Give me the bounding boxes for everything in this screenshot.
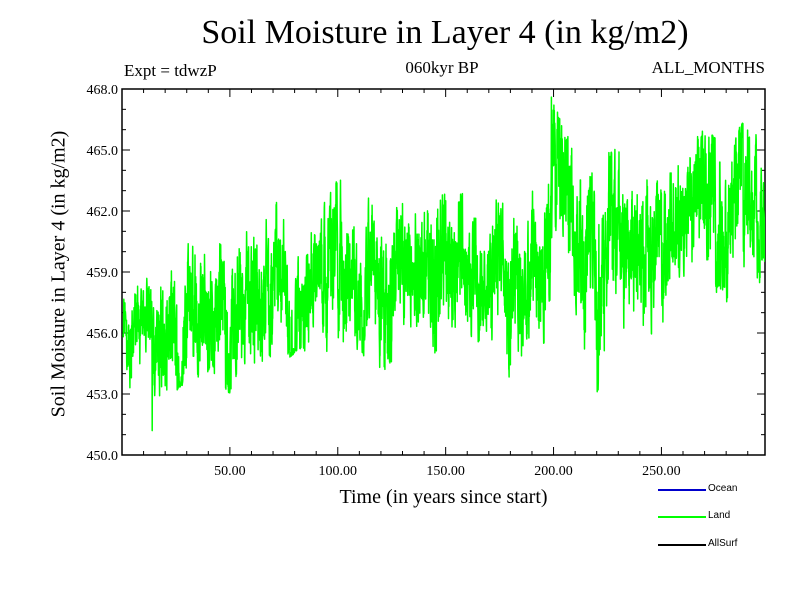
series-line-land	[122, 96, 765, 432]
y-tick-label: 462.0	[87, 205, 119, 220]
y-tick-label: 468.0	[87, 83, 119, 98]
x-axis-label: Time (in years since start)	[339, 486, 548, 508]
y-tick-label: 450.0	[87, 449, 119, 464]
x-tick-label: 50.00	[214, 464, 246, 479]
chart-title: Soil Moisture in Layer 4 (in kg/m2)	[201, 14, 689, 51]
legend-swatch-allsurf	[658, 544, 706, 546]
x-tick-label: 150.00	[426, 464, 465, 479]
y-tick-label: 453.0	[87, 388, 119, 403]
x-tick-label: 100.00	[319, 464, 358, 479]
x-tick-label: 200.00	[534, 464, 573, 479]
axis-ticks	[122, 89, 765, 455]
months-label: ALL_MONTHS	[651, 58, 765, 77]
y-tick-label: 459.0	[87, 266, 119, 281]
legend-label-ocean: Ocean	[708, 483, 738, 494]
legend-swatch-land	[658, 516, 706, 518]
legend-label-allsurf: AllSurf	[708, 538, 738, 549]
experiment-label: Expt = tdwzP	[124, 61, 217, 80]
y-tick-label: 465.0	[87, 144, 119, 159]
legend-swatch-ocean	[658, 489, 706, 491]
y-tick-label: 456.0	[87, 327, 119, 342]
period-label: 060kyr BP	[405, 58, 479, 77]
x-tick-label: 250.00	[642, 464, 681, 479]
axis-tick-labels: 50.00 100.00 150.00 200.00 250.00 450.0 453.0 4…	[87, 83, 681, 479]
y-axis-label: Soil Moisture in Layer 4 (in kg/m2)	[47, 130, 70, 418]
legend-label-land: Land	[708, 510, 731, 521]
